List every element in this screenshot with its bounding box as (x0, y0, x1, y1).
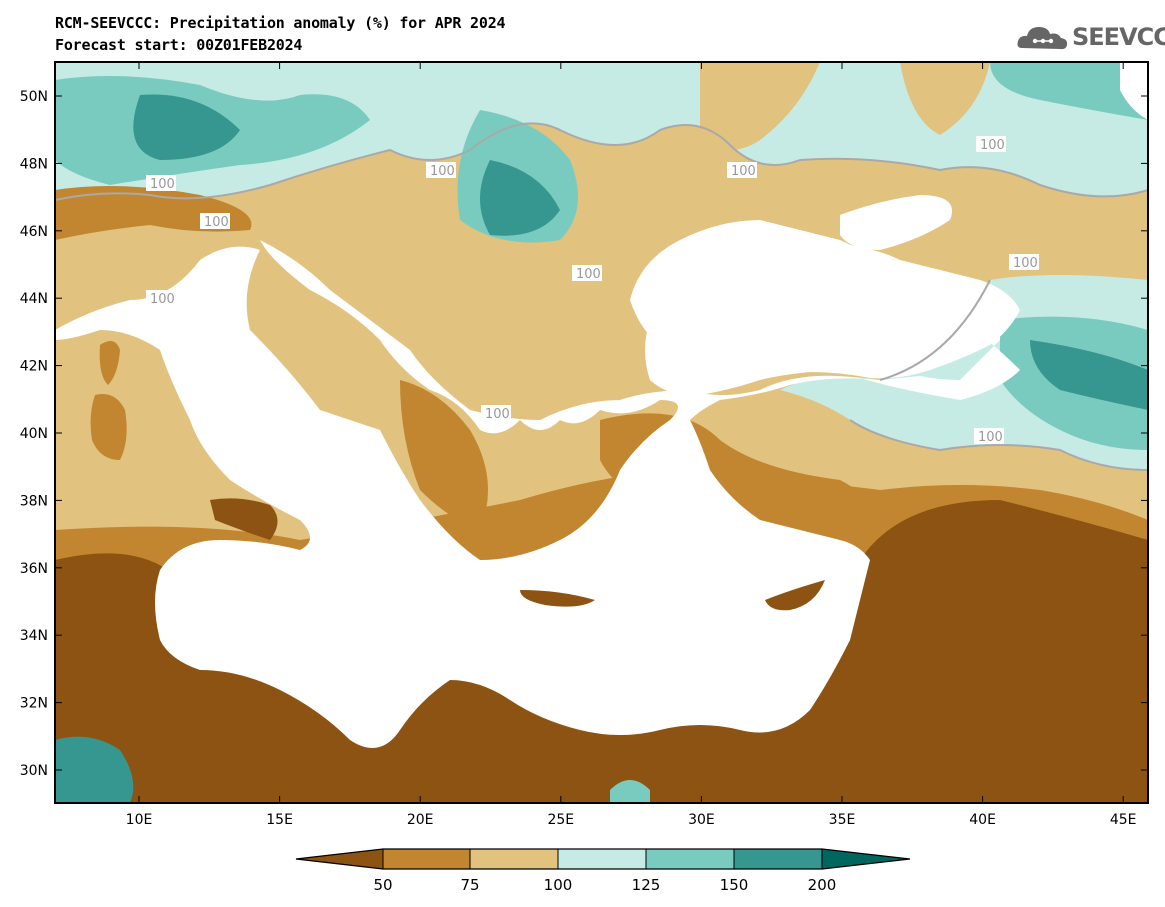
lon-label: 20E (407, 812, 434, 828)
cyprus-island (765, 580, 825, 611)
corsica-island (99, 341, 120, 385)
anomaly-150-200-caucasus (1030, 340, 1148, 410)
colorbar-segment (470, 849, 558, 869)
colorbar-segment (646, 849, 734, 869)
seevccc-logo: SEEVCCC (1016, 20, 1165, 56)
colorbar-tick-label: 50 (373, 876, 392, 894)
colorbar-segment (296, 849, 383, 869)
lat-label: 40N (20, 426, 48, 442)
lat-label: 34N (20, 628, 48, 644)
lat-label: 42N (20, 359, 48, 375)
anomaly-150-200-alps (133, 94, 240, 160)
longitude-axis: 10E 15E 20E 25E 30E 35E 40E 45E (126, 62, 1137, 828)
contour-label: 100 (978, 430, 1003, 445)
mediterranean-sea (55, 220, 1020, 748)
colorbar-segment (822, 849, 910, 869)
contour-lines (55, 122, 1148, 471)
contour-label-group: 100 100 100 100 100 100 100 100 100 100 (146, 136, 1039, 445)
caspian-edge (1120, 62, 1148, 120)
colorbar-segment (558, 849, 646, 869)
colorbar-segment (734, 849, 822, 869)
contour-label: 100 (1013, 256, 1038, 271)
anomaly-75-100-russia (900, 62, 990, 135)
map-fill (55, 62, 1148, 803)
colorbar-tick-label: 200 (808, 876, 837, 894)
lon-label: 45E (1110, 812, 1137, 828)
lat-label: 48N (20, 156, 48, 172)
lat-label: 50N (20, 89, 48, 105)
lat-label: 38N (20, 493, 48, 509)
sardinia-island (90, 394, 127, 460)
colorbar-tick-label: 150 (720, 876, 749, 894)
sea-of-azov (840, 195, 952, 250)
lat-label: 36N (20, 561, 48, 577)
contour-label: 100 (980, 138, 1005, 153)
lon-label: 25E (547, 812, 574, 828)
lat-label: 44N (20, 291, 48, 307)
cloud-logo-icon (1017, 27, 1068, 50)
colorbar-segment (383, 849, 470, 869)
anomaly-125-150-northeast (990, 62, 1148, 120)
contour-label: 100 (576, 267, 601, 282)
forecast-start: Forecast start: 00Z01FEB2024 (55, 36, 303, 54)
lon-label: 15E (266, 812, 293, 828)
logo-text: SEEVCCC (1072, 23, 1165, 51)
colorbar-tick-label: 75 (460, 876, 479, 894)
crete-island (520, 590, 595, 607)
contour-label: 100 (485, 407, 510, 422)
contour-label: 100 (150, 177, 175, 192)
colorbar: 50 75 100 125 150 200 (295, 848, 911, 894)
lon-label: 10E (126, 812, 153, 828)
anomaly-125-150-egypt (610, 780, 650, 803)
colorbar-tick-label: 125 (632, 876, 661, 894)
contour-label: 100 (150, 292, 175, 307)
anomaly-150-200-carpathians (480, 160, 560, 236)
latitude-axis: 50N 48N 46N 44N 42N 40N 38N 36N 34N 32N 30N (20, 89, 1148, 779)
lon-label: 40E (969, 812, 996, 828)
anomaly-150-200-libya (55, 736, 134, 803)
lat-label: 32N (20, 696, 48, 712)
contour-label: 100 (430, 164, 455, 179)
lon-label: 35E (829, 812, 856, 828)
anomaly-below-50-south (55, 500, 1148, 803)
map-title: RCM-SEEVCCC: Precipitation anomaly (%) f… (55, 14, 506, 32)
contour-label: 100 (204, 215, 229, 230)
sicily-island (210, 498, 278, 540)
lat-label: 46N (20, 224, 48, 240)
anomaly-75-100-ukraine (700, 62, 820, 150)
colorbar-tick-label: 100 (544, 876, 573, 894)
contour-label: 100 (731, 164, 756, 179)
lon-label: 30E (688, 812, 715, 828)
anomaly-50-75-greece (400, 380, 488, 530)
lat-label: 30N (20, 763, 48, 779)
